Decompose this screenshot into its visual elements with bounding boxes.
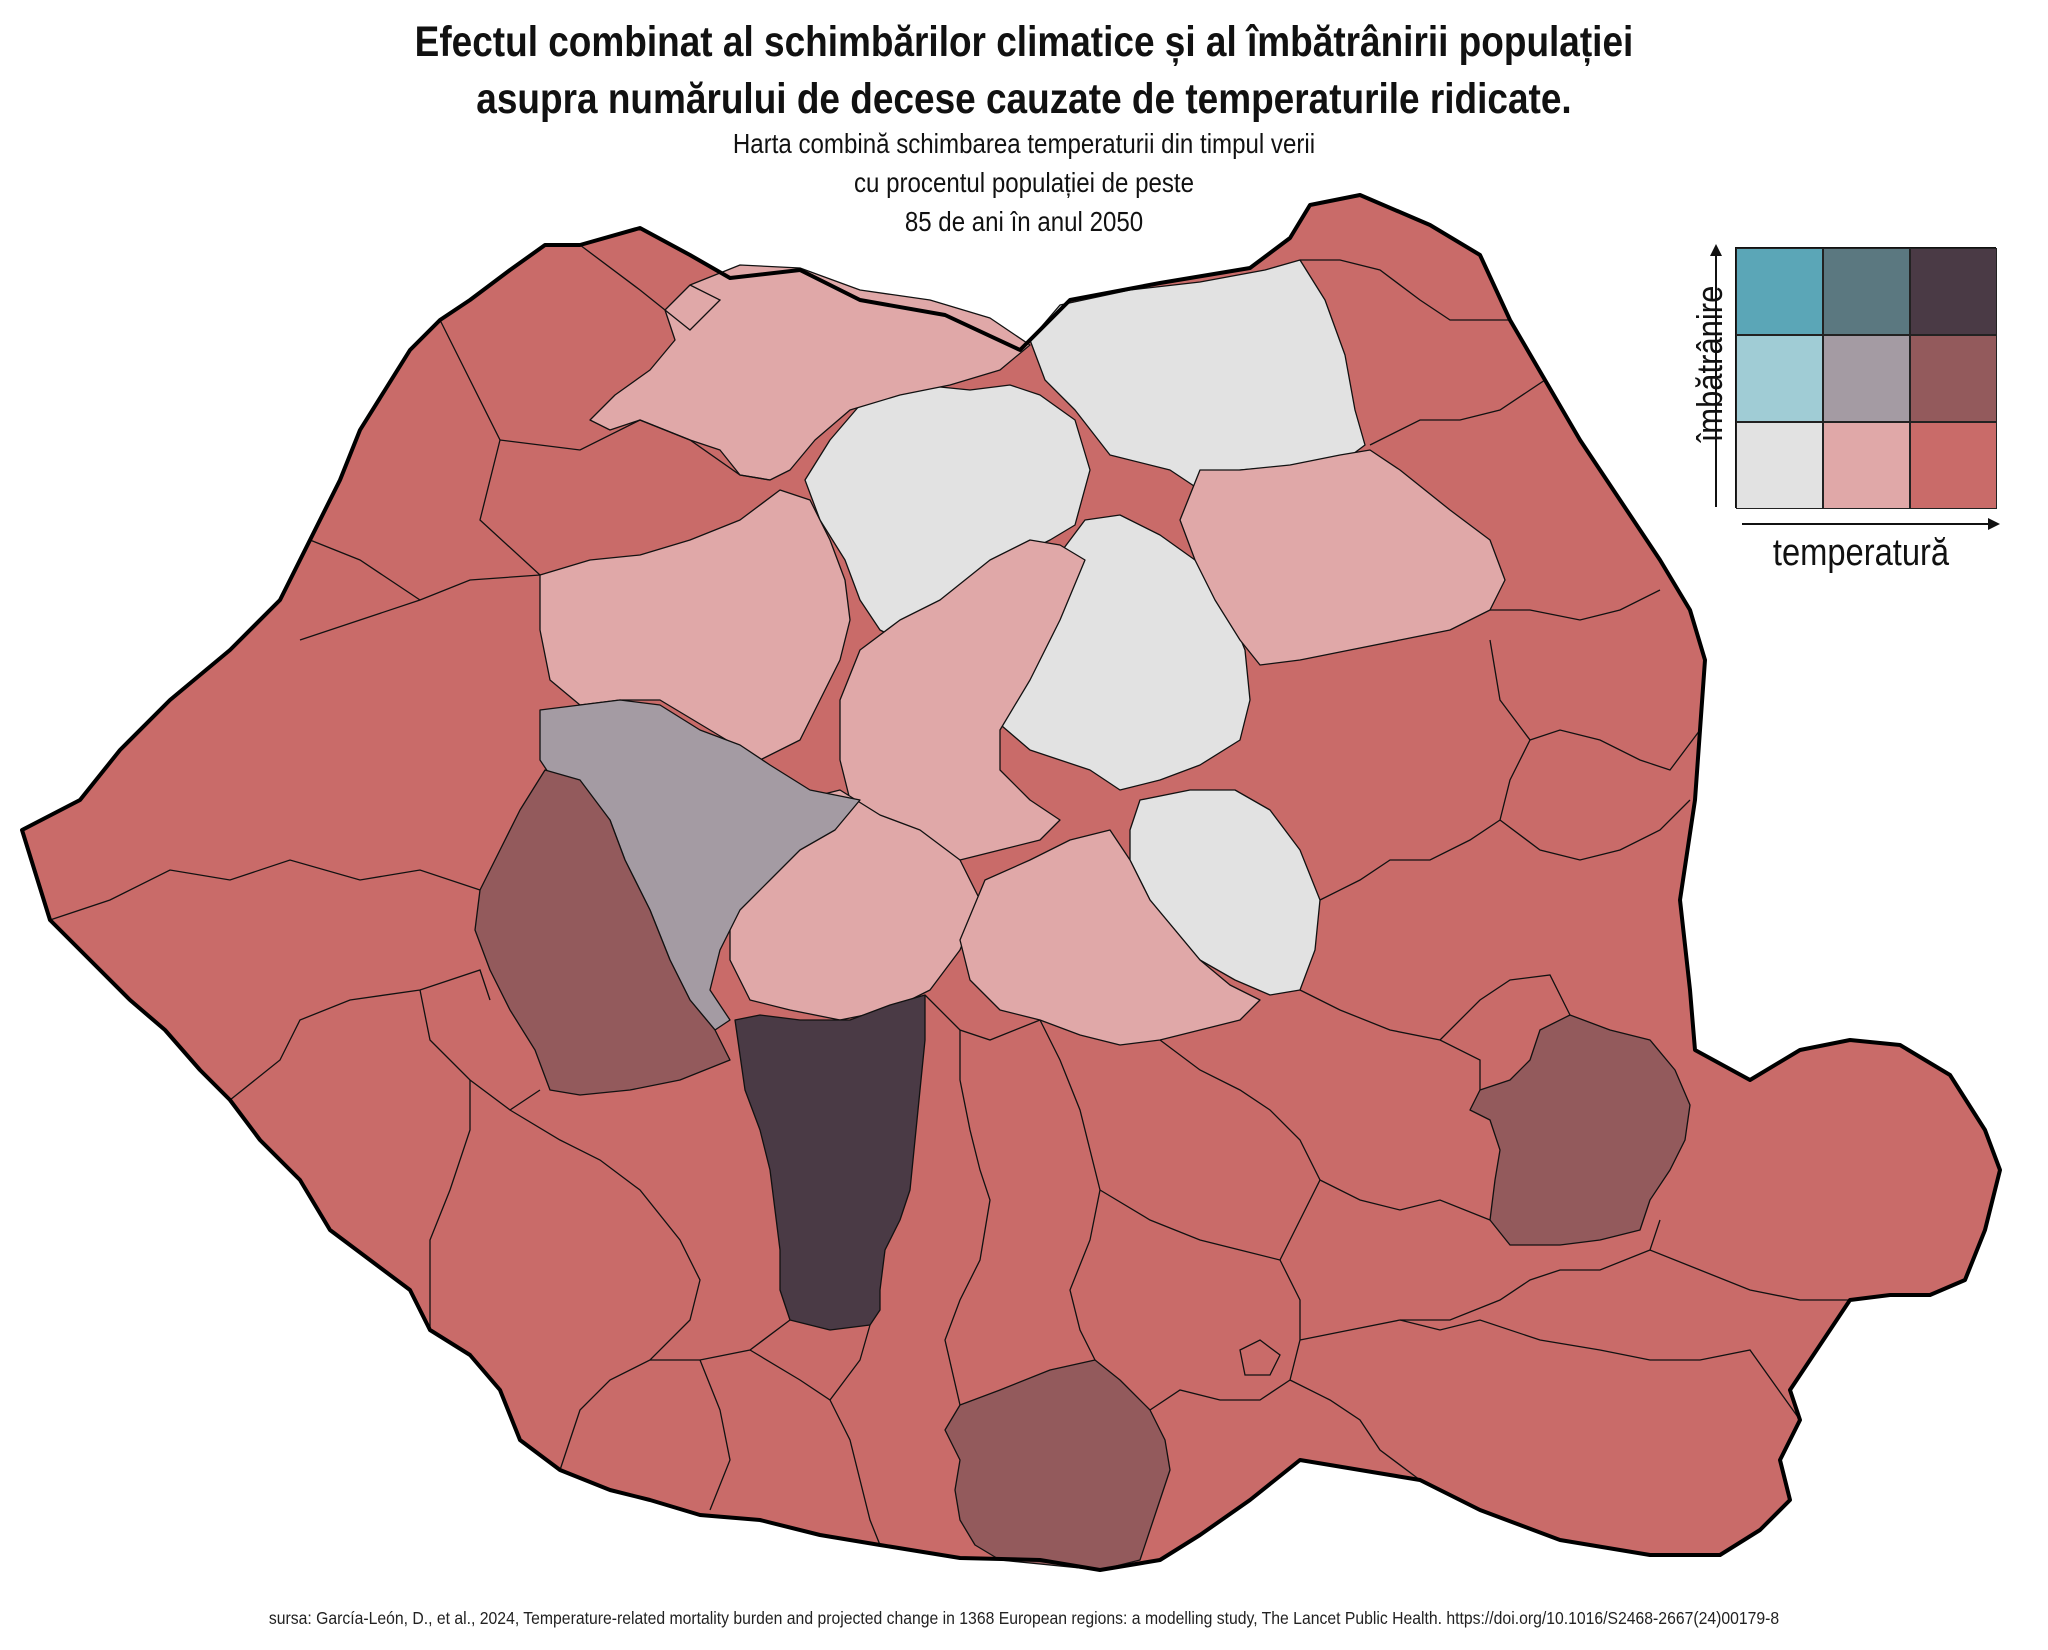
legend-grid	[1735, 247, 1997, 509]
legend-y-arrow	[1715, 252, 1717, 507]
region-valcea	[734, 994, 926, 1331]
legend-cell-mid-aging-low-temp	[1736, 335, 1823, 422]
legend-cell-low-aging-mid-temp	[1823, 422, 1910, 509]
region-sibiu-brasov	[959, 829, 1261, 1046]
legend-cell-high-aging-mid-temp	[1823, 248, 1910, 335]
legend-y-label: îmbătrânire	[1689, 285, 1730, 443]
title-line-1: Efectul combinat al schimbărilor climati…	[414, 18, 1634, 66]
legend-y-arrowhead	[1710, 244, 1722, 256]
bivariate-legend: îmbătrânire temperatură	[1660, 240, 2000, 600]
region-hunedoara	[474, 769, 731, 1096]
legend-cell-mid-aging-high-temp	[1910, 335, 1997, 422]
map-title: Efectul combinat al schimbărilor climati…	[143, 14, 1904, 128]
region-neamt	[1179, 449, 1506, 666]
legend-x-label: temperatură	[1772, 532, 1950, 574]
legend-cell-mid-aging-mid-temp	[1823, 335, 1910, 422]
subtitle-line-1: Harta combină schimbarea temperaturii di…	[732, 128, 1316, 159]
legend-cell-low-aging-high-temp	[1910, 422, 1997, 509]
legend-x-arrow	[1742, 523, 1992, 525]
subtitle-line-3: 85 de ani în anul 2050	[904, 206, 1144, 237]
region-buzau	[1469, 1014, 1691, 1246]
region-maramures	[589, 264, 1031, 481]
source-note: sursa: García-León, D., et al., 2024, Te…	[268, 1608, 1780, 1628]
map-subtitle: Harta combină schimbarea temperaturii di…	[143, 124, 1904, 241]
legend-cell-high-aging-high-temp	[1910, 248, 1997, 335]
legend-x-arrowhead	[1988, 518, 2000, 530]
county-borders	[49, 244, 1850, 1546]
country-outline	[20, 193, 2002, 1572]
legend-cell-low-aging-low-temp	[1736, 422, 1823, 509]
title-line-2: asupra numărului de decese cauzate de te…	[476, 75, 1572, 123]
legend-cell-high-aging-low-temp	[1736, 248, 1823, 335]
subtitle-line-2: cu procentul populației de peste	[853, 167, 1195, 198]
